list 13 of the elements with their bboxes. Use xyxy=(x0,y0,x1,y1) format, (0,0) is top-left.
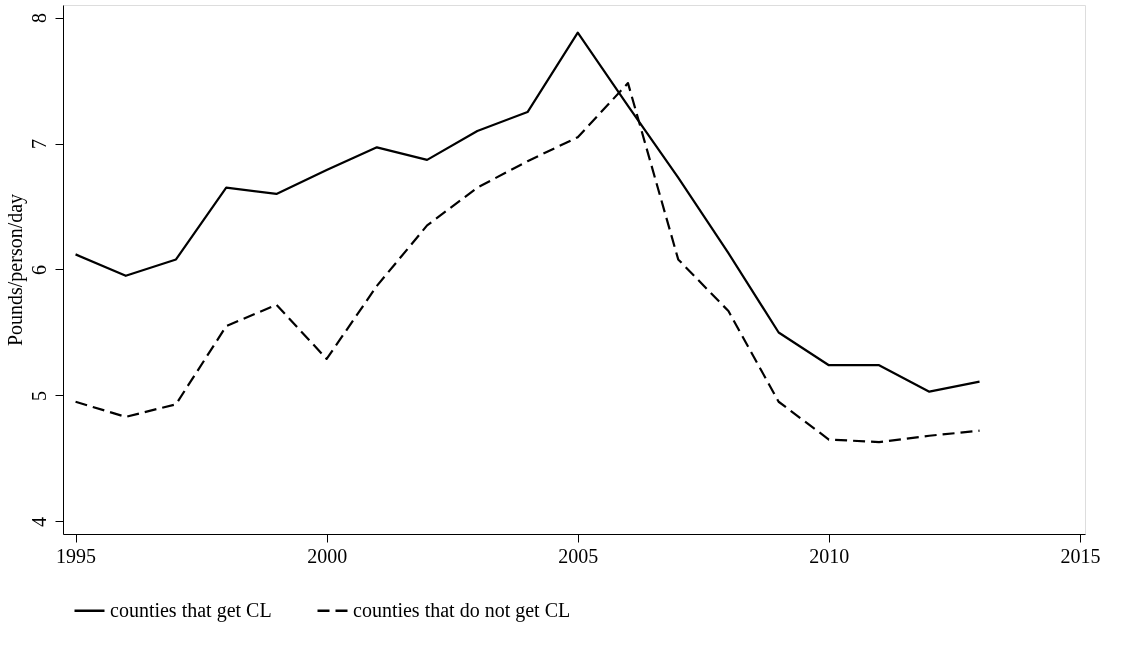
y-tick-label: 8 xyxy=(27,13,50,24)
legend-label: counties that get CL xyxy=(110,598,272,622)
x-tick-label: 2015 xyxy=(1060,544,1101,567)
legend-label: counties that do not get CL xyxy=(353,598,571,622)
y-axis-title: Pounds/person/day xyxy=(3,193,27,347)
y-tick-label: 6 xyxy=(27,265,50,275)
x-tick-label: 2010 xyxy=(809,544,850,567)
x-tick-label: 2005 xyxy=(558,544,599,567)
x-tick-label: 1995 xyxy=(56,544,97,567)
y-tick-label: 7 xyxy=(27,139,50,150)
x-tick-label: 2000 xyxy=(307,544,348,567)
y-tick-label: 5 xyxy=(27,390,50,401)
y-tick-label: 4 xyxy=(27,516,50,527)
